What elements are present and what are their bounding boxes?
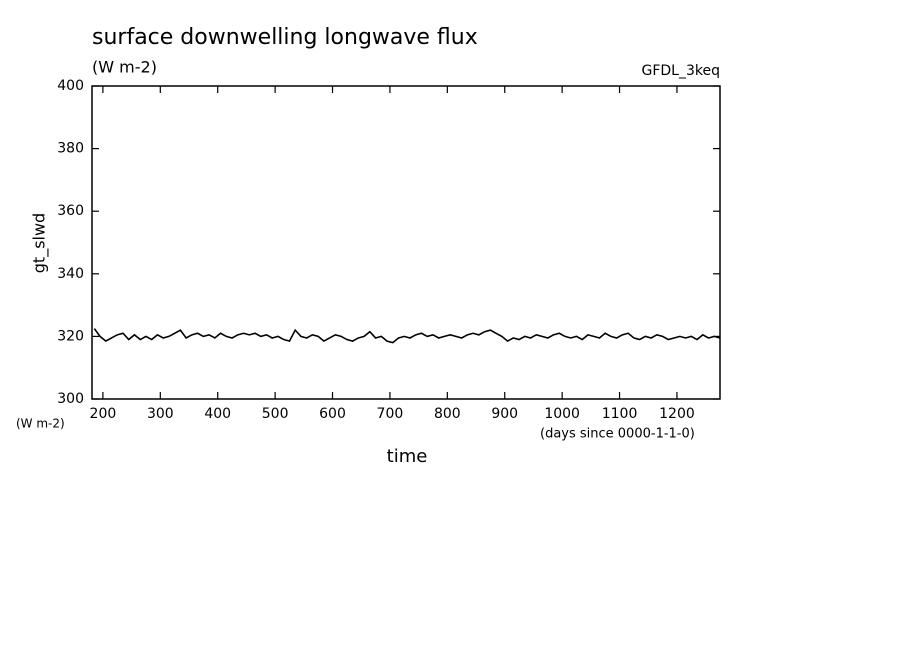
- y-tick-label: 300: [57, 391, 84, 407]
- x-tick-label: 600: [319, 406, 346, 422]
- x-tick-label: 1000: [544, 406, 580, 422]
- y-tick-label: 340: [57, 266, 84, 282]
- plot-frame: [91, 85, 721, 400]
- x-axis-label: time: [387, 446, 428, 467]
- x-tick-label: 200: [90, 406, 117, 422]
- x-tick-label: 900: [491, 406, 518, 422]
- y-axis-label: gt_slwd: [30, 213, 50, 273]
- x-tick-label: 500: [262, 406, 289, 422]
- data-line: [93, 328, 721, 344]
- x-tick-label: 400: [204, 406, 231, 422]
- y-units: (W m-2): [16, 417, 65, 431]
- y-tick-label: 360: [57, 203, 84, 219]
- y-tick-label: 380: [57, 141, 84, 157]
- x-tick-label: 1200: [659, 406, 695, 422]
- y-tick-label: 400: [57, 78, 84, 94]
- x-tick-label: 800: [434, 406, 461, 422]
- y-tick-label: 320: [57, 328, 84, 344]
- x-tick-label: 700: [377, 406, 404, 422]
- annotation: GFDL_3keq: [642, 63, 721, 79]
- subtitle: (W m-2): [92, 58, 157, 77]
- x-units: (days since 0000-1-1-0): [540, 427, 695, 442]
- chart-title: surface downwelling longwave flux: [92, 25, 478, 50]
- x-tick-label: 300: [147, 406, 174, 422]
- x-tick-label: 1100: [602, 406, 638, 422]
